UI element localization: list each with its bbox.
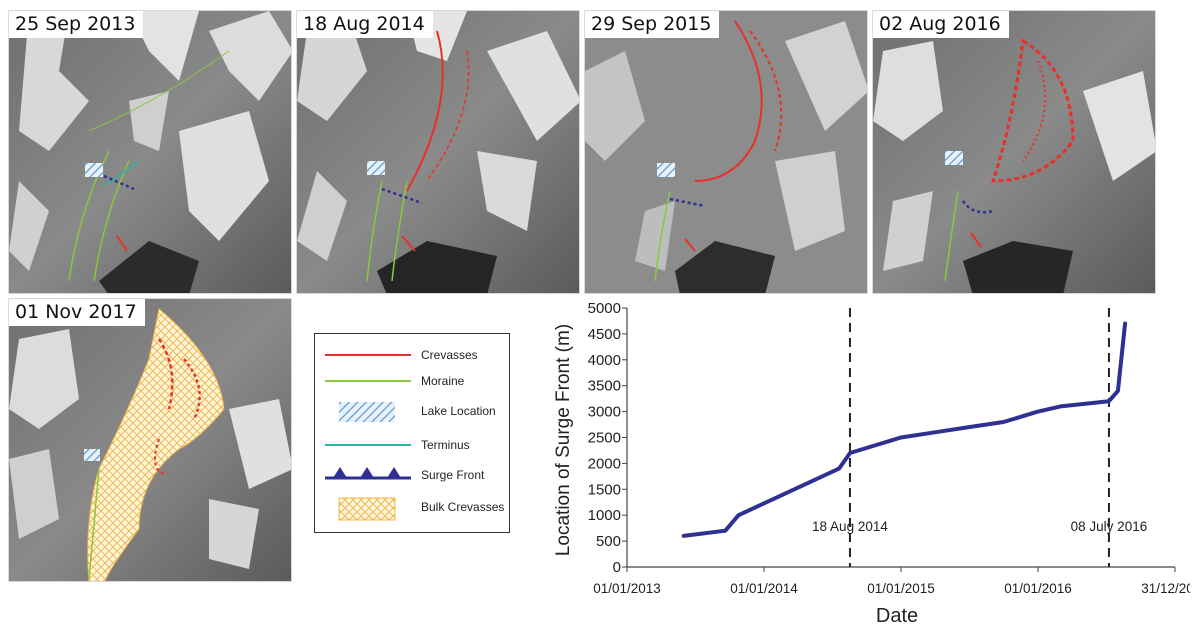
data-point [1059, 405, 1062, 408]
legend-item-lake-location: Lake Location [315, 398, 511, 426]
legend-label: Terminus [421, 438, 470, 452]
data-point [968, 426, 970, 428]
data-point [1108, 400, 1110, 403]
satellite-image-2017 [9, 299, 291, 581]
legend-label: Lake Location [421, 404, 496, 418]
bulk-crevasses-hatch-swatch [338, 497, 396, 521]
data-point [724, 529, 727, 532]
surge-front-chart: 0 500 1000 1500 2000 2500 3000 3500 4000 4500 5000… [553, 300, 1190, 627]
satellite-image-2014 [297, 11, 579, 293]
legend-item-surge-front: Surge Front [315, 462, 511, 490]
data-point [838, 467, 840, 470]
data-point [1037, 410, 1039, 413]
data-point [1124, 322, 1126, 325]
map-legend: Crevasses Moraine Lake Location Terminus… [314, 333, 510, 533]
legend-label: Crevasses [421, 348, 478, 362]
legend-item-bulk-crevasses: Bulk Crevasses [315, 494, 511, 522]
legend-item-crevasses: Crevasses [315, 342, 511, 370]
imagery-panel-2015: 29 Sep 2015 [584, 10, 868, 294]
legend-label: Surge Front [421, 468, 485, 482]
x-tick-label: 01/01/2016 [1004, 581, 1072, 596]
x-tick-label: 01/01/2014 [730, 581, 798, 596]
y-tick-label: 500 [596, 533, 621, 550]
legend-item-terminus: Terminus [315, 432, 511, 460]
panel-date-label: 25 Sep 2013 [9, 11, 144, 38]
y-tick-label: 2500 [588, 430, 621, 447]
panel-date-label: 02 Aug 2016 [873, 11, 1009, 38]
annotation-label: 18 Aug 2014 [812, 519, 888, 534]
chart-annotations: 18 Aug 2014 08 July 2016 [812, 308, 1147, 567]
y-tick-label: 1000 [588, 507, 621, 524]
y-tick-label: 0 [613, 559, 621, 576]
x-tick-label: 01/01/2013 [593, 581, 661, 596]
panel-date-label: 18 Aug 2014 [297, 11, 433, 38]
x-axis-label: Date [876, 605, 918, 627]
annotation-label: 08 July 2016 [1071, 519, 1148, 534]
surge-front-series-line [681, 321, 1128, 538]
data-point [849, 452, 851, 454]
surge-front-triangle-swatch [325, 467, 411, 480]
data-point [682, 535, 685, 537]
imagery-panel-2014: 18 Aug 2014 [296, 10, 580, 294]
crevasses-line-swatch [325, 354, 411, 356]
data-point [1002, 421, 1005, 423]
y-tick-label: 2000 [588, 455, 621, 472]
y-tick-label: 1500 [588, 481, 621, 498]
panel-date-label: 29 Sep 2015 [585, 11, 720, 38]
imagery-panel-2016: 02 Aug 2016 [872, 10, 1156, 294]
y-tick-label: 3500 [588, 378, 621, 395]
x-tick-label: 01/01/2015 [867, 581, 935, 596]
y-axis-label: Location of Surge Front (m) [553, 324, 574, 556]
legend-label: Bulk Crevasses [421, 500, 505, 514]
data-point [1117, 390, 1119, 392]
data-point [900, 436, 902, 439]
terminus-line-swatch [325, 444, 411, 446]
y-tick-label: 5000 [588, 300, 621, 317]
satellite-image-2016 [873, 11, 1155, 293]
chart-axes: 0 500 1000 1500 2000 2500 3000 3500 4000 4500 5000… [588, 300, 1190, 596]
panel-date-label: 01 Nov 2017 [9, 299, 145, 326]
lake-hatch-swatch [339, 402, 395, 422]
satellite-image-2013 [9, 11, 291, 293]
y-tick-label: 4000 [588, 352, 621, 369]
data-point [933, 431, 936, 434]
satellite-image-2015 [585, 11, 867, 293]
legend-item-moraine: Moraine [315, 368, 511, 396]
chart-series [681, 321, 1128, 538]
data-point [737, 514, 740, 516]
imagery-panel-2017: 01 Nov 2017 [8, 298, 292, 582]
legend-label: Moraine [421, 374, 465, 388]
imagery-panel-2013: 25 Sep 2013 [8, 10, 292, 294]
y-tick-label: 4500 [588, 326, 621, 343]
y-tick-label: 3000 [588, 404, 621, 421]
x-tick-label: 31/12/2016 [1141, 581, 1190, 596]
moraine-line-swatch [325, 380, 411, 382]
